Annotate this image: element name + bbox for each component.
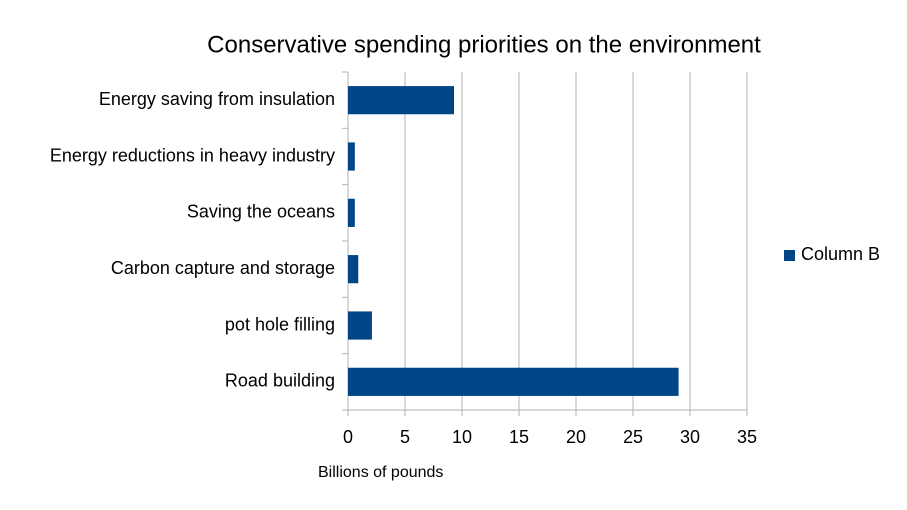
bar: [348, 255, 359, 284]
bar: [348, 367, 679, 396]
bar: [348, 86, 455, 115]
y-tick-label: Road building: [225, 371, 335, 391]
x-axis-label: Billions of pounds: [318, 464, 443, 481]
bar: [348, 311, 372, 340]
y-tick-label: Energy saving from insulation: [99, 89, 335, 109]
x-tick-label: 25: [623, 427, 643, 447]
legend-swatch: [784, 250, 795, 261]
chart-title: Conservative spending priorities on the …: [207, 31, 761, 58]
x-tick-label: 30: [680, 427, 700, 447]
x-tick-label: 15: [509, 427, 529, 447]
x-tick-label: 0: [343, 427, 353, 447]
bar: [348, 142, 355, 171]
x-tick-label: 10: [452, 427, 472, 447]
y-tick-label: Energy reductions in heavy industry: [50, 145, 335, 165]
y-tick-label: Saving the oceans: [187, 202, 335, 222]
x-tick-label: 20: [566, 427, 586, 447]
y-tick-label: Carbon capture and storage: [111, 258, 335, 278]
x-tick-label: 5: [400, 427, 410, 447]
legend-label: Column B: [801, 244, 880, 264]
bar: [348, 198, 355, 227]
x-tick-label: 35: [737, 427, 757, 447]
y-tick-label: pot hole filling: [225, 314, 335, 334]
